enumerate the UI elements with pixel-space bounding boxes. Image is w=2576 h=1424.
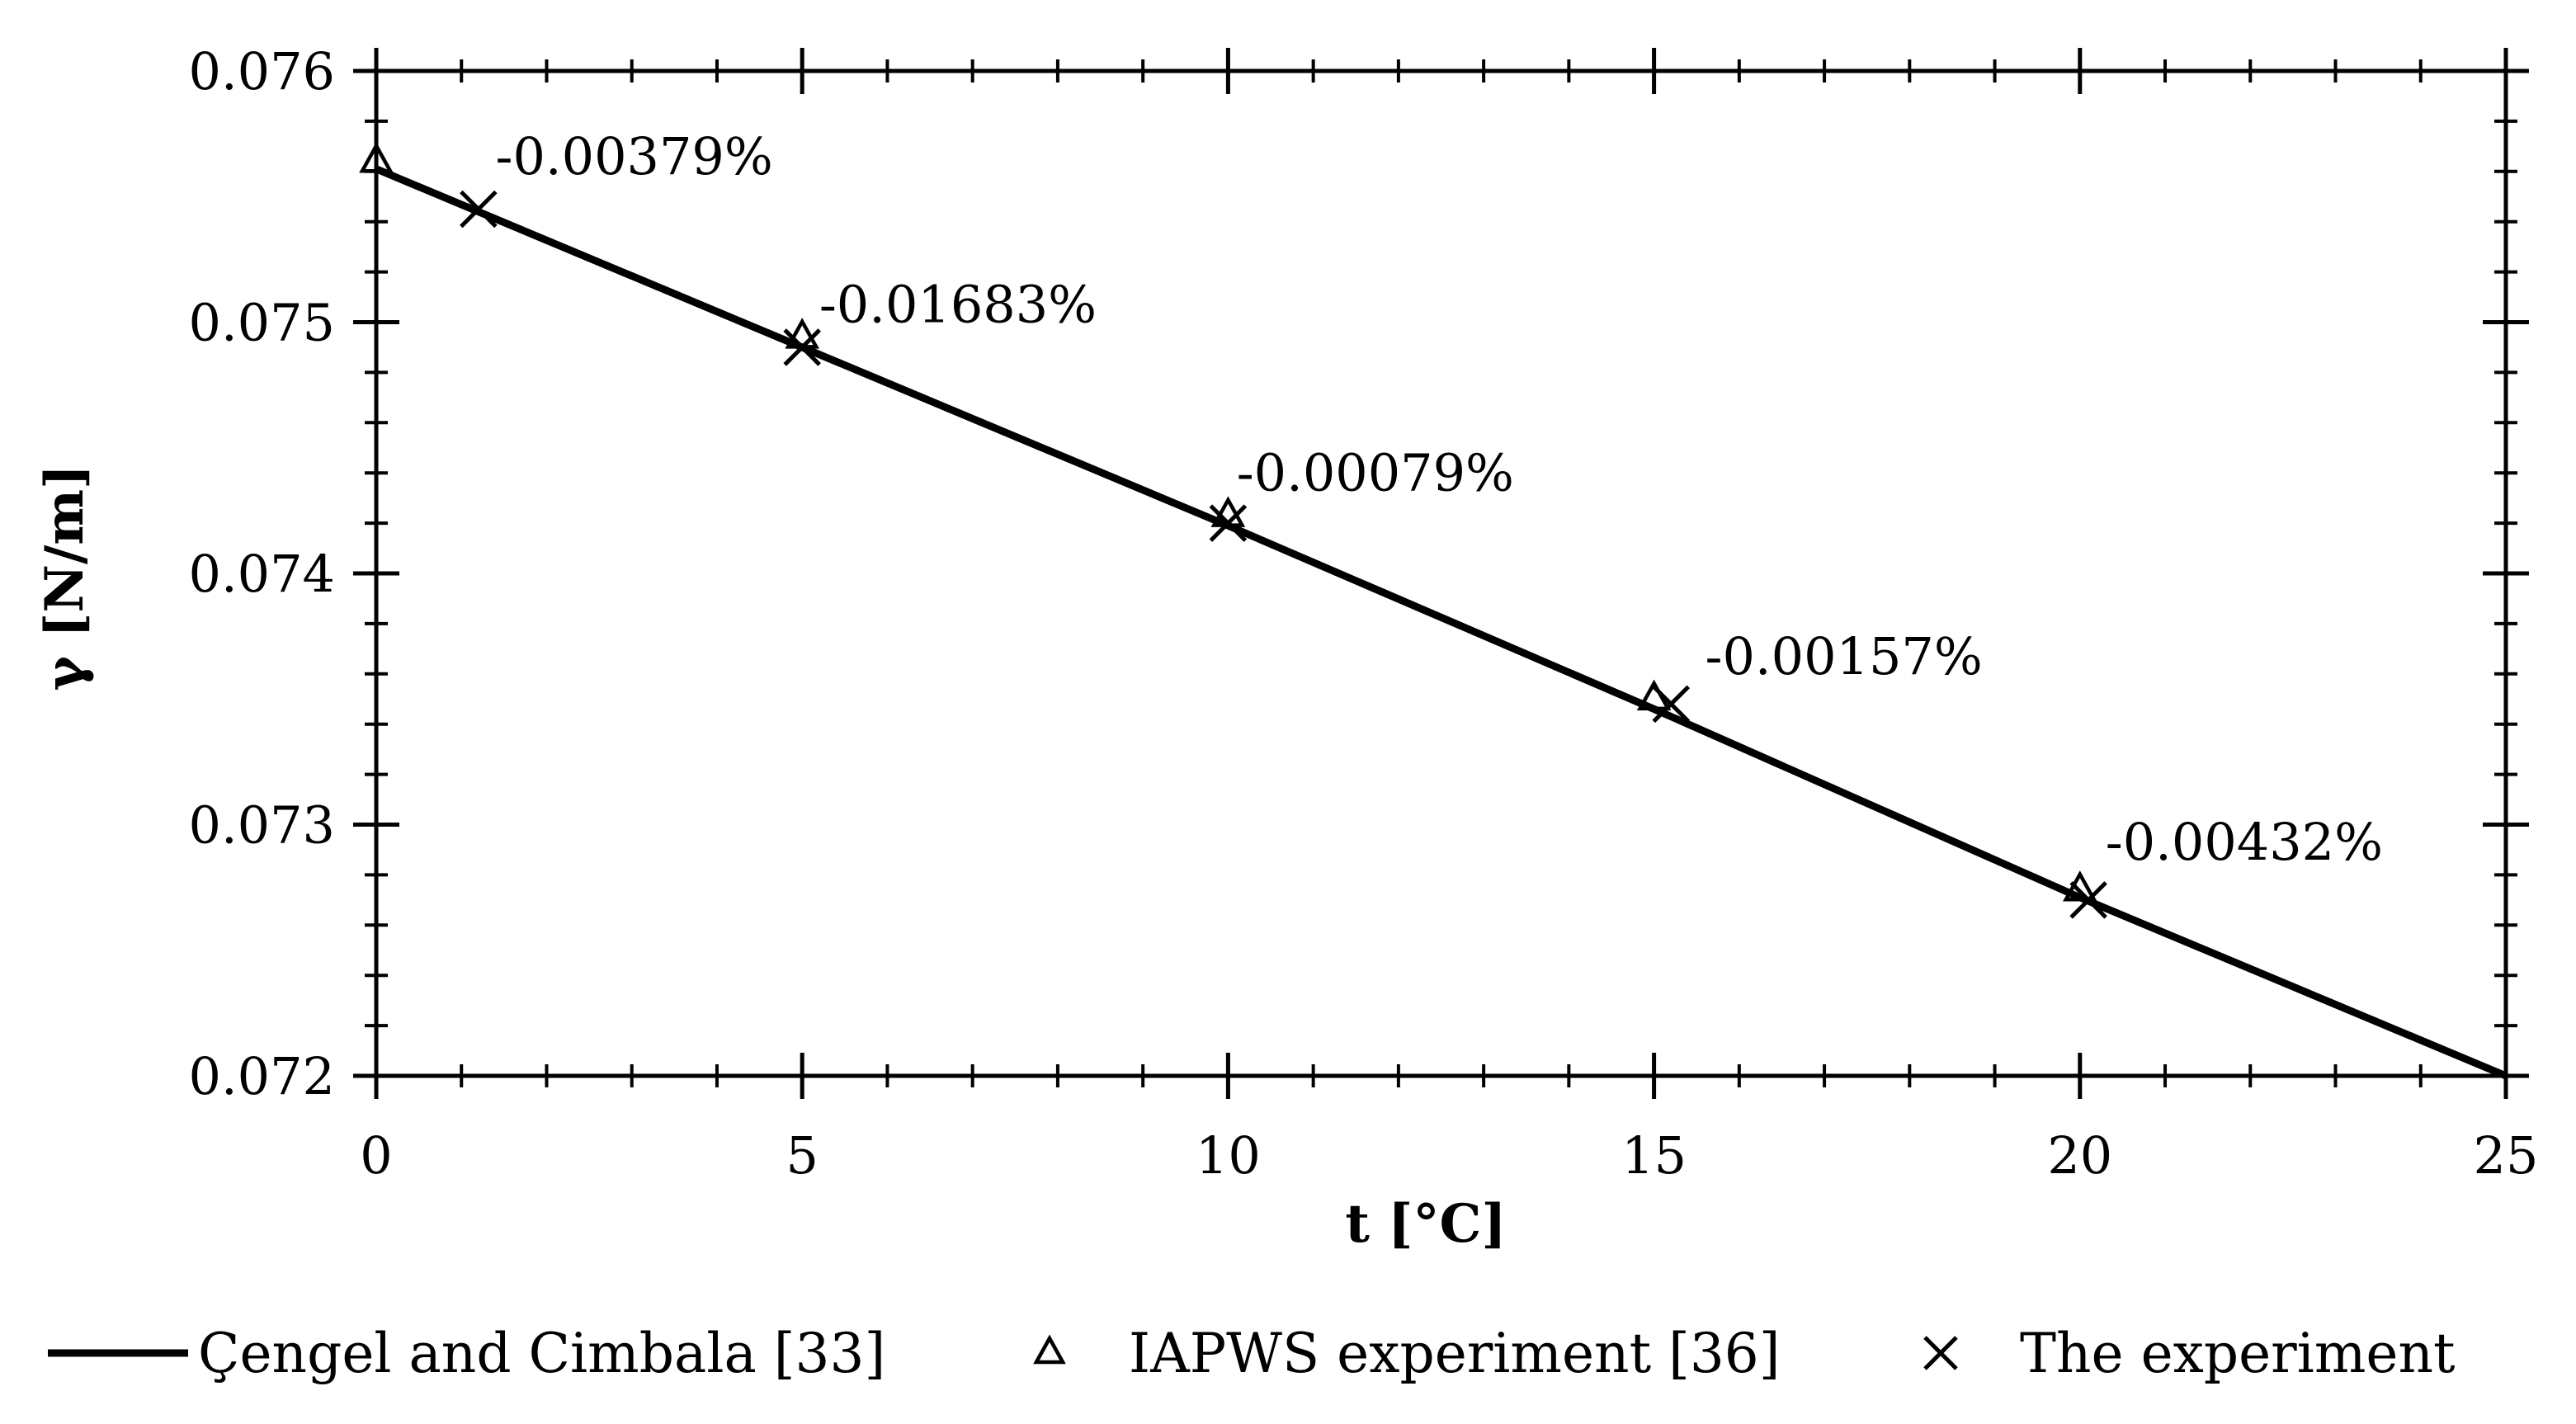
annotations: -0.00379% -0.01683% -0.00079% -0.00157% -0.0…: [496, 126, 2383, 872]
x-tick-label: 25: [2474, 1125, 2539, 1186]
y-tick-label: 0.074: [189, 544, 336, 604]
x-axis-title: t [°C]: [1345, 1193, 1506, 1255]
legend-cross-swatch: [1923, 1336, 1958, 1370]
cross-stroke: [1652, 685, 1691, 724]
cross-point: [1209, 504, 1248, 542]
cross-stroke: [1209, 504, 1248, 542]
x-tick-label: 5: [786, 1125, 818, 1186]
error-annotation: -0.00157%: [1706, 626, 1983, 686]
y-tick-label: 0.076: [189, 41, 336, 101]
cross-stroke: [2069, 881, 2107, 919]
triangle-point: [359, 142, 394, 173]
error-annotation: -0.00079%: [1237, 443, 1514, 503]
legend: Çengel and Cimbala [33] IAPWS experiment …: [48, 1322, 2455, 1385]
cross-point: [2069, 881, 2107, 919]
x-tick-label: 10: [1196, 1125, 1261, 1186]
legend-triangle-swatch: [1033, 1334, 1066, 1365]
legend-label: The experiment: [2020, 1322, 2455, 1385]
plot-frame: [374, 68, 2508, 1078]
y-tick-label: 0.073: [189, 795, 336, 856]
x-tick-label: 0: [360, 1125, 392, 1186]
y-tick-label: 0.075: [189, 293, 336, 353]
axes: 0 5 10 15 20 25 0.072 0.073 0.074 0.075 0.076: [189, 41, 2539, 1186]
cross-point: [460, 190, 498, 229]
error-annotation: -0.00379%: [496, 126, 773, 186]
cross-point: [1652, 685, 1691, 724]
error-annotation: -0.01683%: [819, 275, 1097, 335]
y-tick-label: 0.072: [189, 1046, 336, 1106]
triangle-point: [785, 318, 820, 349]
legend-label: IAPWS experiment [36]: [1129, 1322, 1781, 1385]
legend-label: Çengel and Cimbala [33]: [198, 1322, 885, 1385]
error-annotation: -0.00432%: [2106, 812, 2383, 872]
series-line-cengel: [375, 165, 2508, 1080]
y-axis-title: γ [N/m]: [34, 464, 96, 691]
cross-point: [783, 328, 821, 366]
cross-stroke: [460, 190, 498, 229]
x-tick-label: 20: [2047, 1125, 2112, 1186]
plot-area: [359, 142, 2508, 1080]
cross-stroke: [1923, 1336, 1958, 1370]
cross-stroke: [783, 328, 821, 366]
x-tick-label: 15: [1621, 1125, 1687, 1186]
